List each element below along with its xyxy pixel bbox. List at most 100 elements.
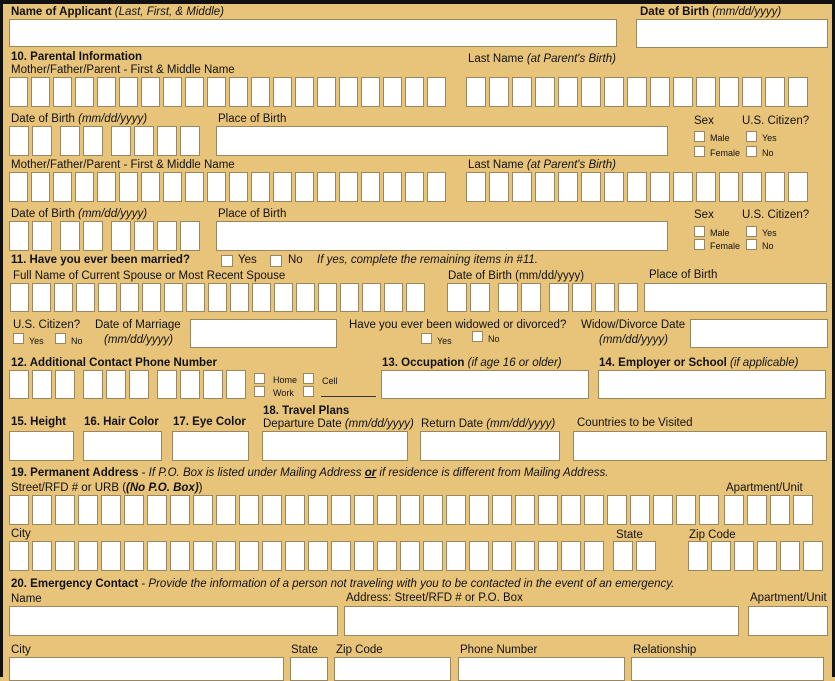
spouse-name-cells[interactable]	[10, 283, 428, 312]
zip-label: Zip Code	[689, 529, 736, 541]
emergency-state-field[interactable]	[290, 657, 328, 681]
apt-label: Apartment/Unit	[726, 482, 803, 494]
emergency-relationship-field[interactable]	[631, 657, 824, 681]
parent1-pob-field[interactable]	[216, 126, 668, 156]
spouse-name-label: Full Name of Current Spouse or Most Rece…	[13, 270, 286, 282]
parent1-lastname-cells[interactable]	[466, 77, 811, 107]
applicant-name-label: Name of Applicant (Last, First, & Middle…	[11, 6, 225, 18]
parent2-lastname-label: Last Name (at Parent's Birth)	[468, 159, 616, 171]
zip-cells[interactable]	[688, 541, 826, 571]
state-cells[interactable]	[613, 541, 659, 571]
marriage-date-field[interactable]	[190, 319, 337, 348]
form-right-border	[832, 0, 835, 677]
parent2-citizen-label: U.S. Citizen?	[742, 209, 810, 221]
married-no-checkbox[interactable]	[270, 255, 282, 267]
parent2-dob-cells[interactable]	[9, 221, 203, 251]
married-yes-checkbox[interactable]	[221, 255, 233, 267]
parent1-lastname-label: Last Name (at Parent's Birth)	[468, 53, 616, 65]
contact-phone-cells[interactable]	[9, 370, 249, 399]
parent2-name-cells[interactable]	[9, 172, 449, 202]
parent1-name-cells[interactable]	[9, 77, 449, 107]
street-cells[interactable]	[9, 495, 722, 525]
parent2-citizen-yes-checkbox[interactable]	[746, 226, 757, 237]
parent1-citizen-label: U.S. Citizen?	[742, 115, 810, 127]
emergency-name-field[interactable]	[9, 606, 338, 636]
married-no-label: No	[288, 254, 303, 266]
emergency-address-label: Address: Street/RFD # or P.O. Box	[346, 592, 523, 604]
emergency-city-label: City	[11, 644, 31, 656]
emergency-zip-label: Zip Code	[336, 644, 383, 656]
section-15-title: 15. Height	[11, 416, 66, 428]
emergency-city-field[interactable]	[9, 657, 284, 681]
parent1-dob-cells[interactable]	[9, 126, 203, 156]
widow-date-label: Widow/Divorce Date	[581, 319, 686, 331]
phone-other-checkbox[interactable]	[303, 386, 314, 397]
employer-field[interactable]	[598, 370, 826, 399]
phone-cell-label: Cell	[322, 376, 338, 386]
state-label: State	[616, 529, 643, 541]
applicant-dob-label: Date of Birth (mm/dd/yyyy)	[640, 6, 782, 18]
apt-cells[interactable]	[724, 495, 816, 525]
married-yes-label: Yes	[238, 254, 257, 266]
widowed-no-label: No	[488, 334, 500, 344]
parent2-lastname-cells[interactable]	[466, 172, 811, 202]
parent1-female-checkbox[interactable]	[694, 146, 705, 157]
spouse-citizen-no-label: No	[71, 336, 83, 346]
city-cells[interactable]	[9, 541, 607, 571]
parent2-citizen-no-label: No	[762, 241, 774, 251]
parent1-name-label: Mother/Father/Parent - First & Middle Na…	[11, 64, 235, 76]
applicant-name-field[interactable]	[9, 19, 617, 47]
section-13-title: 13. Occupation (if age 16 or older)	[382, 357, 562, 369]
marriage-date-hint: (mm/dd/yyyy)	[104, 334, 173, 346]
form-top-border	[0, 0, 835, 4]
parent1-citizen-yes-checkbox[interactable]	[746, 131, 757, 142]
widow-date-hint: (mm/dd/yyyy)	[599, 334, 668, 346]
section-16-title: 16. Hair Color	[84, 416, 159, 428]
section-18-title: 18. Travel Plans	[263, 405, 350, 417]
eye-color-field[interactable]	[172, 431, 249, 461]
street-label: Street/RFD # or URB ((No P.O. Box))	[11, 482, 203, 494]
parent1-male-checkbox[interactable]	[694, 131, 705, 142]
phone-home-checkbox[interactable]	[254, 373, 265, 384]
emergency-phone-field[interactable]	[458, 657, 625, 681]
countries-field[interactable]	[573, 431, 827, 461]
spouse-pob-label: Place of Birth	[649, 269, 718, 281]
parent1-citizen-no-checkbox[interactable]	[746, 146, 757, 157]
city-label: City	[11, 528, 31, 540]
hair-color-field[interactable]	[83, 431, 162, 461]
widow-date-field[interactable]	[690, 319, 828, 348]
phone-work-checkbox[interactable]	[254, 386, 265, 397]
parent2-male-checkbox[interactable]	[694, 226, 705, 237]
emergency-address-field[interactable]	[344, 606, 739, 636]
departure-date-field[interactable]	[262, 431, 408, 461]
spouse-citizen-yes-checkbox[interactable]	[13, 333, 24, 344]
widowed-no-checkbox[interactable]	[472, 331, 483, 342]
parent2-sex-label: Sex	[694, 209, 714, 221]
spouse-dob-cells[interactable]	[447, 283, 641, 312]
widowed-yes-checkbox[interactable]	[421, 333, 432, 344]
countries-label: Countries to be Visited	[577, 417, 693, 429]
spouse-pob-field[interactable]	[644, 283, 827, 312]
spouse-citizen-yes-label: Yes	[29, 336, 44, 346]
parent2-citizen-no-checkbox[interactable]	[746, 239, 757, 250]
emergency-apt-field[interactable]	[748, 606, 828, 636]
parent2-female-checkbox[interactable]	[694, 239, 705, 250]
phone-work-label: Work	[273, 388, 294, 398]
height-field[interactable]	[9, 431, 74, 461]
phone-other-line	[321, 396, 376, 397]
spouse-citizen-no-checkbox[interactable]	[55, 333, 66, 344]
occupation-field[interactable]	[381, 370, 589, 399]
section-20-title: 20. Emergency Contact - Provide the info…	[11, 578, 675, 590]
emergency-zip-field[interactable]	[334, 657, 451, 681]
parent1-sex-label: Sex	[694, 115, 714, 127]
parent2-pob-label: Place of Birth	[218, 208, 287, 220]
section-17-title: 17. Eye Color	[173, 416, 246, 428]
applicant-dob-field[interactable]	[636, 19, 828, 48]
phone-cell-checkbox[interactable]	[303, 373, 314, 384]
emergency-relationship-label: Relationship	[633, 644, 697, 656]
parent2-pob-field[interactable]	[216, 221, 668, 251]
return-date-field[interactable]	[420, 431, 560, 461]
emergency-apt-label: Apartment/Unit	[750, 592, 827, 604]
widowed-label: Have you ever been widowed or divorced?	[349, 319, 567, 331]
emergency-state-label: State	[291, 644, 318, 656]
